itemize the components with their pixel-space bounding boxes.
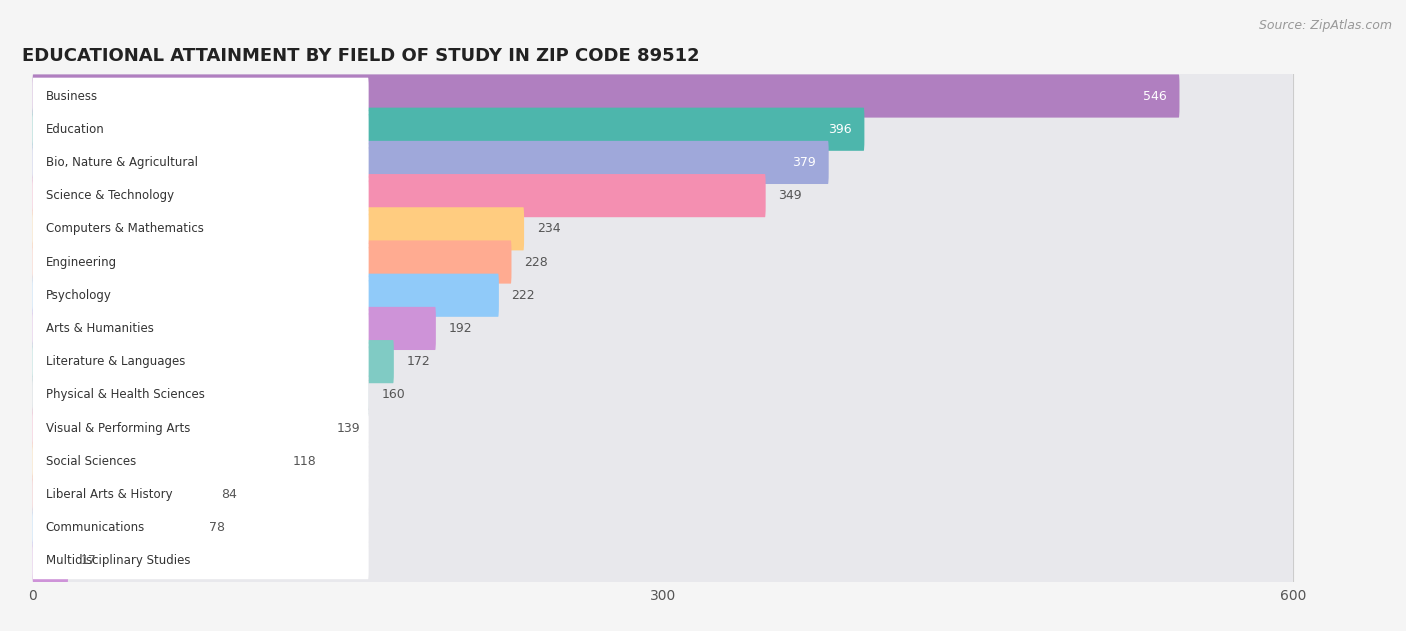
FancyBboxPatch shape [32, 377, 368, 413]
Text: Liberal Arts & History: Liberal Arts & History [46, 488, 173, 501]
Text: 349: 349 [779, 189, 801, 202]
FancyBboxPatch shape [32, 170, 1294, 221]
FancyBboxPatch shape [32, 443, 368, 480]
FancyBboxPatch shape [32, 211, 368, 247]
FancyBboxPatch shape [32, 502, 1294, 553]
FancyBboxPatch shape [32, 440, 280, 483]
Text: 172: 172 [406, 355, 430, 368]
FancyBboxPatch shape [32, 473, 209, 516]
FancyBboxPatch shape [32, 303, 1294, 354]
FancyBboxPatch shape [32, 274, 499, 317]
Text: Multidisciplinary Studies: Multidisciplinary Studies [46, 555, 190, 567]
FancyBboxPatch shape [32, 506, 197, 549]
Text: 379: 379 [793, 156, 815, 169]
Text: 78: 78 [209, 521, 225, 534]
FancyBboxPatch shape [32, 203, 1294, 254]
Text: 139: 139 [337, 422, 361, 435]
FancyBboxPatch shape [32, 244, 368, 280]
Text: Business: Business [46, 90, 98, 102]
Text: Source: ZipAtlas.com: Source: ZipAtlas.com [1258, 19, 1392, 32]
FancyBboxPatch shape [32, 436, 1294, 487]
Text: 118: 118 [292, 455, 316, 468]
Text: 84: 84 [222, 488, 238, 501]
FancyBboxPatch shape [32, 144, 368, 180]
FancyBboxPatch shape [32, 71, 1294, 121]
Text: 228: 228 [524, 256, 548, 269]
FancyBboxPatch shape [32, 141, 828, 184]
FancyBboxPatch shape [32, 369, 1294, 420]
Text: Physical & Health Sciences: Physical & Health Sciences [46, 388, 205, 401]
Text: 160: 160 [381, 388, 405, 401]
FancyBboxPatch shape [32, 207, 524, 251]
FancyBboxPatch shape [32, 74, 1180, 117]
FancyBboxPatch shape [32, 137, 1294, 188]
FancyBboxPatch shape [32, 277, 368, 314]
FancyBboxPatch shape [32, 410, 368, 446]
FancyBboxPatch shape [32, 108, 865, 151]
FancyBboxPatch shape [32, 540, 69, 582]
FancyBboxPatch shape [32, 509, 368, 546]
Text: Bio, Nature & Agricultural: Bio, Nature & Agricultural [46, 156, 198, 169]
FancyBboxPatch shape [32, 310, 368, 347]
FancyBboxPatch shape [32, 111, 368, 148]
FancyBboxPatch shape [32, 476, 368, 513]
FancyBboxPatch shape [32, 177, 368, 214]
Text: Engineering: Engineering [46, 256, 117, 269]
FancyBboxPatch shape [32, 237, 1294, 288]
Text: Social Sciences: Social Sciences [46, 455, 136, 468]
Text: EDUCATIONAL ATTAINMENT BY FIELD OF STUDY IN ZIP CODE 89512: EDUCATIONAL ATTAINMENT BY FIELD OF STUDY… [22, 47, 700, 64]
Text: 546: 546 [1143, 90, 1167, 102]
FancyBboxPatch shape [32, 536, 1294, 586]
Text: Computers & Mathematics: Computers & Mathematics [46, 222, 204, 235]
FancyBboxPatch shape [32, 403, 1294, 454]
FancyBboxPatch shape [32, 374, 368, 416]
FancyBboxPatch shape [32, 104, 1294, 155]
Text: 234: 234 [537, 222, 561, 235]
Text: Science & Technology: Science & Technology [46, 189, 174, 202]
FancyBboxPatch shape [32, 270, 1294, 321]
FancyBboxPatch shape [32, 240, 512, 283]
Text: Education: Education [46, 122, 104, 136]
FancyBboxPatch shape [32, 406, 325, 450]
Text: Visual & Performing Arts: Visual & Performing Arts [46, 422, 190, 435]
FancyBboxPatch shape [32, 340, 394, 383]
FancyBboxPatch shape [32, 78, 368, 114]
Text: 17: 17 [82, 555, 97, 567]
FancyBboxPatch shape [32, 343, 368, 380]
Text: Communications: Communications [46, 521, 145, 534]
FancyBboxPatch shape [32, 469, 1294, 520]
Text: Literature & Languages: Literature & Languages [46, 355, 186, 368]
Text: Arts & Humanities: Arts & Humanities [46, 322, 153, 335]
FancyBboxPatch shape [32, 307, 436, 350]
Text: 396: 396 [828, 122, 852, 136]
FancyBboxPatch shape [32, 174, 766, 217]
Text: 222: 222 [512, 289, 536, 302]
FancyBboxPatch shape [32, 336, 1294, 387]
Text: Psychology: Psychology [46, 289, 111, 302]
FancyBboxPatch shape [32, 543, 368, 579]
Text: 192: 192 [449, 322, 472, 335]
